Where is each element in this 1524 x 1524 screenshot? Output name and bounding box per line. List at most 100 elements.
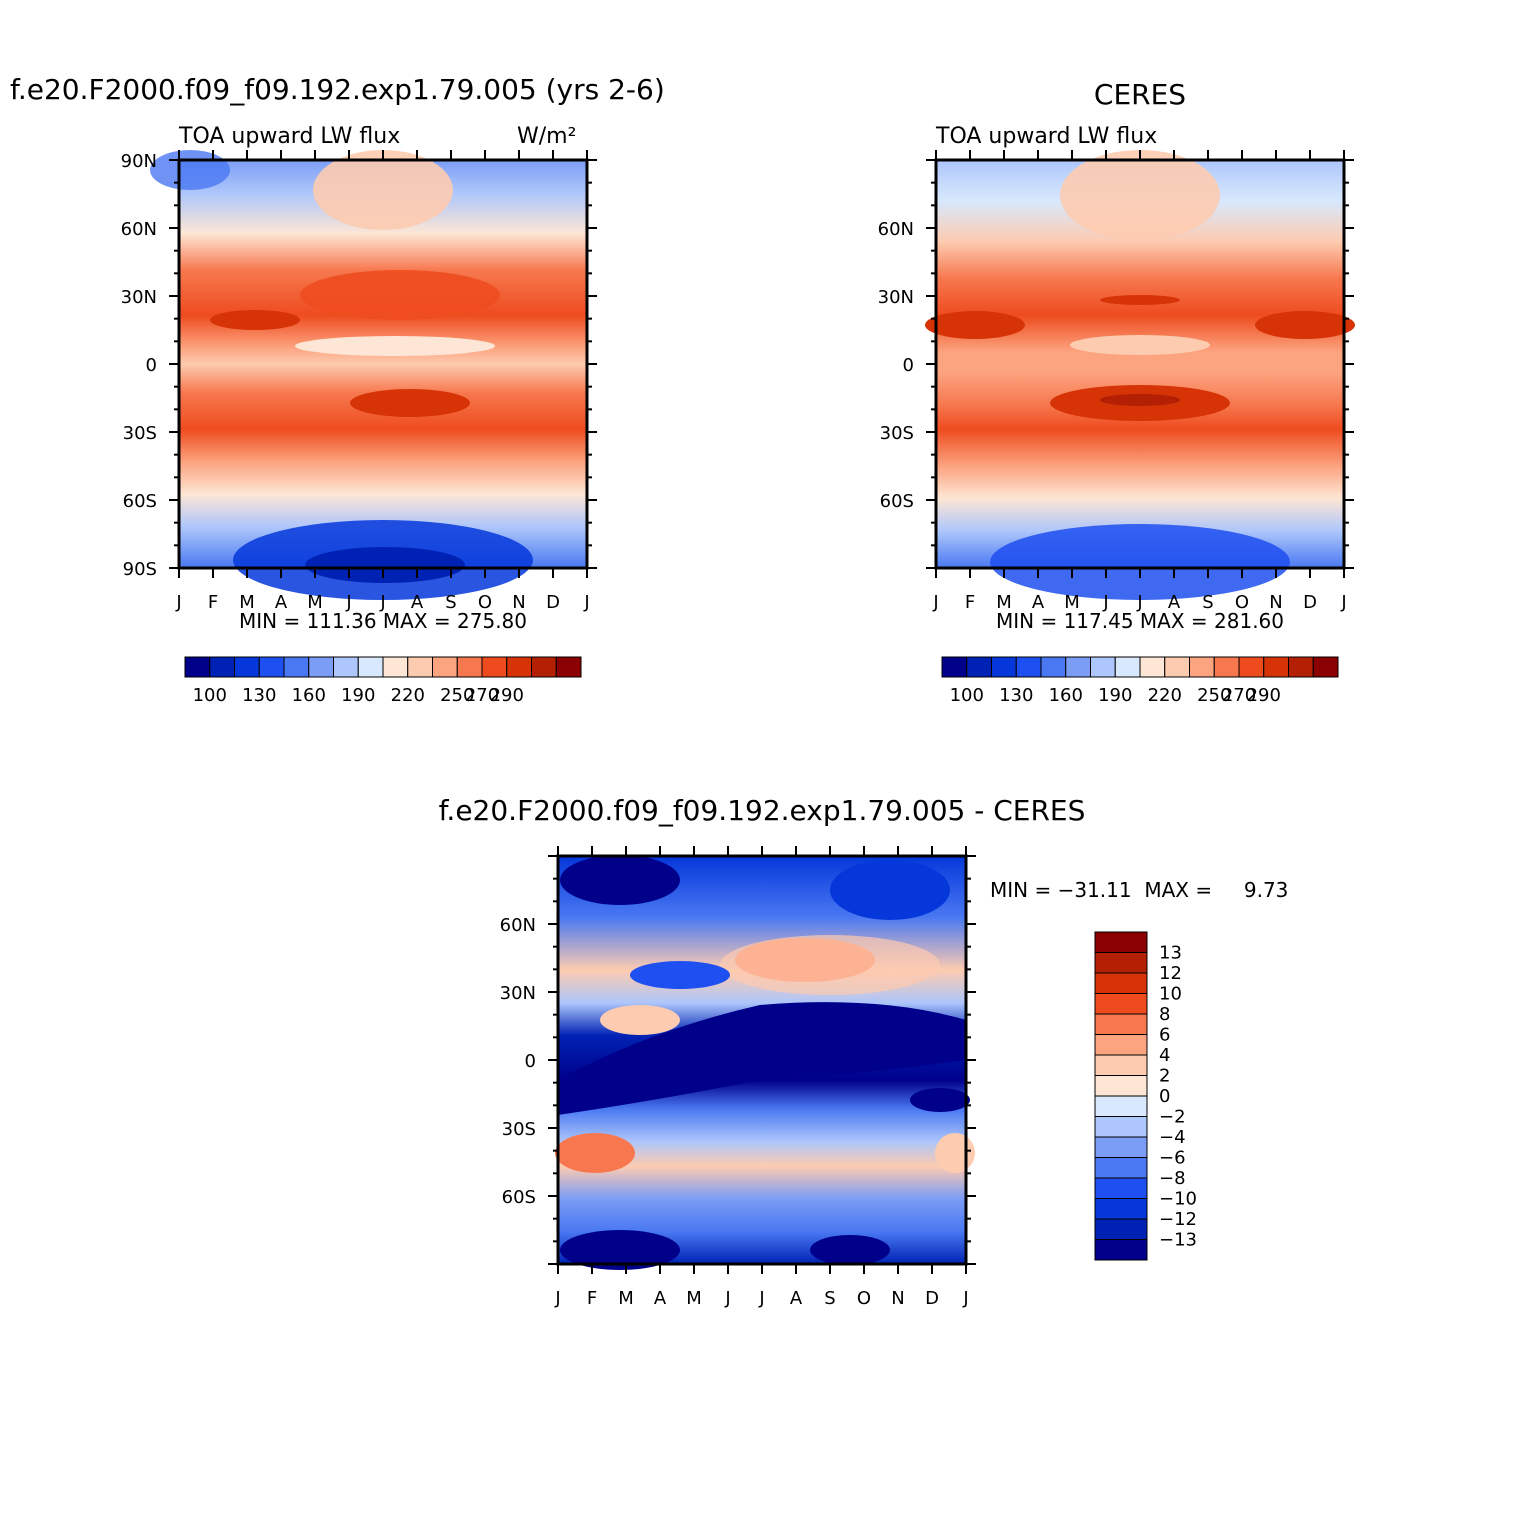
- colorbar-swatch: [506, 656, 532, 678]
- colorbar-label: 4: [1159, 1045, 1170, 1066]
- colorbar-swatch: [1094, 952, 1148, 974]
- colorbar-label: 160: [1049, 685, 1083, 706]
- colorbar-swatch: [184, 656, 211, 678]
- panel1-feature-nh-max: [210, 310, 300, 330]
- colorbar-label: 250: [440, 685, 474, 706]
- panel3-feature-nh-warm-halo: [720, 935, 940, 995]
- colorbar-swatch: [1094, 1116, 1148, 1138]
- panel2-ticks: [926, 150, 1354, 578]
- x-tick-label: D: [1303, 592, 1317, 613]
- colorbar-swatch: [1094, 1013, 1148, 1035]
- x-tick-label: N: [891, 1288, 904, 1309]
- colorbar-label: 290: [1247, 685, 1281, 706]
- y-tick-label: 90N: [121, 151, 157, 172]
- x-tick-label: F: [208, 592, 218, 613]
- colorbar-swatch: [1094, 1136, 1148, 1158]
- x-tick-label: F: [587, 1288, 597, 1309]
- y-tick-label: 30S: [502, 1119, 536, 1140]
- colorbar-swatch: [1312, 656, 1339, 678]
- panel1-feature-nh-jja: [300, 270, 500, 320]
- colorbar-swatch: [966, 656, 992, 678]
- colorbar-swatch: [1094, 1239, 1148, 1261]
- y-tick-label: 60N: [500, 915, 536, 936]
- panel2-feature-nh-max-left: [925, 311, 1025, 339]
- y-tick-label: 60S: [880, 491, 914, 512]
- colorbar-label: 270: [465, 685, 499, 706]
- x-tick-label: N: [1269, 592, 1282, 613]
- colorbar-swatch: [1090, 656, 1116, 678]
- panel-difference: f.e20.F2000.f09_f09.192.exp1.79.005 - CE…: [439, 794, 1289, 1309]
- panel3-stats: MIN = −31.11 MAX = 9.73: [990, 878, 1288, 902]
- colorbar-swatch: [456, 656, 483, 678]
- colorbar-label: 290: [490, 685, 524, 706]
- colorbar-swatch: [357, 656, 384, 678]
- panel3-feature-arctic-dark: [560, 855, 680, 905]
- x-tick-label: S: [1202, 592, 1213, 613]
- x-tick-label: F: [965, 592, 975, 613]
- panel3-feature-tropical-deficit: [558, 1002, 966, 1115]
- panel-model: f.e20.F2000.f09_f09.192.exp1.79.005 (yrs…: [10, 73, 665, 706]
- panel2-stats: MIN = 117.45 MAX = 281.60: [996, 609, 1284, 633]
- x-tick-label: D: [925, 1288, 939, 1309]
- panel-ceres: CERES TOA upward LW flux 60N 30N 0 30S 60S J…: [878, 78, 1355, 706]
- colorbar-swatch: [1164, 656, 1190, 678]
- colorbar-swatch: [283, 656, 310, 678]
- panel2-case-title: CERES: [1094, 78, 1186, 111]
- panel2-feature-summer-high: [1060, 150, 1220, 240]
- colorbar-label: 13: [1159, 943, 1182, 964]
- colorbar-label: 250: [1197, 685, 1231, 706]
- colorbar-swatch: [1094, 1177, 1148, 1199]
- colorbar-swatch: [308, 656, 334, 678]
- panel1-feature-sh-max: [350, 389, 470, 417]
- x-tick-label: O: [1235, 592, 1249, 613]
- colorbar-label: −2: [1159, 1107, 1186, 1128]
- x-tick-label: J: [758, 1288, 764, 1309]
- panel1-feature-arctic-blob: [150, 150, 230, 190]
- colorbar-label: −13: [1159, 1230, 1197, 1251]
- x-tick-label: S: [445, 592, 456, 613]
- x-tick-label: A: [1032, 592, 1045, 613]
- x-tick-label: O: [478, 592, 492, 613]
- y-tick-label: 90S: [123, 559, 157, 580]
- panel3-feature-sh-warm-right: [935, 1133, 975, 1173]
- x-tick-label: N: [512, 592, 525, 613]
- panel1-feature-itcz: [295, 336, 495, 356]
- x-tick-label: J: [1340, 592, 1346, 613]
- colorbar-label: −8: [1159, 1168, 1186, 1189]
- colorbar-swatch: [1094, 1218, 1148, 1240]
- panel3-y-axis: 60N 30N 0 30S 60S: [500, 915, 536, 1208]
- y-tick-label: 60S: [502, 1187, 536, 1208]
- colorbar-swatch: [1094, 1075, 1148, 1097]
- panel1-ticks: [169, 150, 597, 578]
- panel3-feature-subtrop-pink: [600, 1005, 680, 1035]
- x-tick-label: J: [1102, 592, 1108, 613]
- colorbar-label: 10: [1159, 984, 1182, 1005]
- colorbar-swatch: [1065, 656, 1091, 678]
- x-tick-label: J: [1136, 592, 1142, 613]
- colorbar-label: 190: [1098, 685, 1132, 706]
- y-tick-label: 30S: [123, 423, 157, 444]
- colorbar-label: 130: [999, 685, 1033, 706]
- x-tick-label: A: [1168, 592, 1181, 613]
- y-tick-label: 60S: [123, 491, 157, 512]
- y-tick-label: 0: [903, 355, 914, 376]
- colorbar-swatch: [1094, 1095, 1148, 1117]
- colorbar-swatch: [1094, 993, 1148, 1015]
- colorbar-swatch: [333, 656, 359, 678]
- colorbar-label: 130: [242, 685, 276, 706]
- colorbar-swatch: [555, 656, 582, 678]
- panel2-plot-area: [925, 150, 1355, 600]
- y-tick-label: 0: [525, 1051, 536, 1072]
- panel2-feature-nh-jja: [1100, 295, 1180, 305]
- colorbar-label: 100: [193, 685, 227, 706]
- colorbar-label: 0: [1159, 1086, 1170, 1107]
- colorbar-swatch: [1114, 656, 1141, 678]
- panel2-feature-itcz: [1070, 335, 1210, 355]
- colorbar-swatch: [1263, 656, 1289, 678]
- panel1-plot-area: [150, 150, 589, 600]
- colorbar-swatch: [234, 656, 260, 678]
